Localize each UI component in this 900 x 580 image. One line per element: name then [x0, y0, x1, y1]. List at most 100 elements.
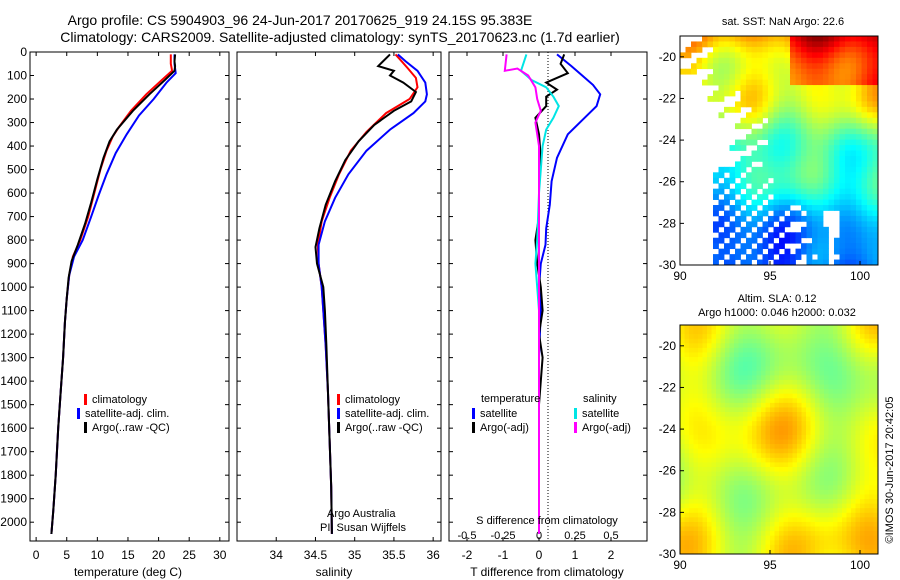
sst-cell: [729, 259, 736, 266]
sst-cell: [751, 166, 758, 173]
sla-cell: [797, 393, 802, 399]
sla-cell: [761, 347, 766, 353]
legend-label-t-argo: Argo(-adj): [480, 422, 529, 434]
sla-cell: [761, 334, 766, 340]
sla-cell: [851, 407, 856, 413]
sla-cell: [711, 439, 717, 445]
sst-cell: [823, 117, 829, 124]
sst-cell: [845, 199, 851, 206]
sst-cell: [872, 79, 879, 86]
sst-cell: [801, 101, 807, 108]
sla-cell: [707, 453, 712, 459]
sla-cell: [765, 439, 771, 445]
sla-cell: [734, 338, 739, 344]
sst-cell: [713, 52, 719, 59]
sla-cell: [819, 494, 825, 500]
sst-cell: [845, 90, 851, 97]
sst-cell: [845, 112, 851, 119]
sst-cell: [850, 226, 857, 233]
sla-cell: [711, 375, 717, 381]
sst-cell: [779, 85, 785, 91]
sla-cell: [729, 462, 735, 468]
sla-cell: [837, 489, 843, 495]
sst-cell: [872, 226, 879, 233]
sla-cell: [779, 444, 784, 450]
sla-cell: [788, 517, 793, 523]
sla-cell: [873, 540, 879, 546]
sla-cell: [711, 402, 717, 408]
sla-cell: [792, 517, 798, 523]
sla-cell: [828, 329, 834, 335]
legend-title-temperature: temperature: [481, 393, 540, 405]
sst-cell: [872, 139, 879, 146]
sla-cell: [680, 535, 685, 541]
y-tick-label: 400: [7, 139, 27, 153]
sla-cell: [702, 439, 708, 445]
sla-cell: [797, 521, 802, 527]
sla-cell: [720, 412, 726, 417]
sla-cell: [851, 457, 856, 463]
sla-cell: [860, 471, 865, 477]
sla-cell: [743, 531, 748, 537]
sla-cell: [851, 512, 856, 518]
sla-cell: [837, 402, 843, 408]
sla-cell: [779, 338, 784, 344]
sla-cell: [851, 325, 856, 330]
sla-cell: [837, 370, 843, 376]
sla-cell: [855, 425, 861, 431]
sst-cell: [801, 188, 807, 195]
sla-cell: [779, 393, 784, 399]
sla-cell: [743, 430, 748, 436]
sla-cell: [738, 325, 744, 330]
sla-cell: [738, 384, 744, 390]
sla-cell: [756, 485, 762, 491]
sla-cell: [842, 526, 847, 532]
sst-cell: [784, 259, 791, 266]
sla-cell: [828, 508, 834, 514]
sla-cell: [680, 508, 685, 514]
sst-cell: [735, 254, 741, 260]
sla-cell: [774, 425, 780, 431]
sst-cell: [856, 57, 862, 64]
sla-cell: [734, 357, 739, 363]
sla-cell: [792, 549, 798, 555]
sla-cell: [734, 526, 739, 532]
difference-series: [503, 53, 602, 534]
sst-cell: [768, 117, 774, 124]
sla-cell: [684, 416, 690, 422]
sst-cell: [768, 237, 774, 244]
sla-cell: [833, 343, 838, 349]
sla-cell: [842, 444, 847, 450]
sst-cell: [735, 63, 741, 70]
sla-cell: [783, 347, 789, 353]
sla-cell: [698, 526, 703, 532]
sla-cell: [707, 521, 712, 527]
sla-cell: [792, 352, 798, 358]
sla-cell: [716, 549, 721, 555]
sst-cell: [839, 172, 846, 179]
sla-cell: [770, 334, 775, 340]
sla-cell: [770, 503, 775, 509]
sla-cell: [693, 379, 699, 385]
sst-cell: [801, 52, 807, 59]
sst-cell: [790, 79, 796, 86]
sst-cell: [735, 221, 741, 228]
sla-cell: [770, 462, 775, 468]
legend-swatch-climatology: [84, 394, 87, 405]
sla-cell: [855, 535, 861, 541]
y-tick-label: 1900: [0, 492, 27, 506]
sla-cell: [810, 379, 816, 385]
sst-cell: [790, 52, 796, 59]
sla-cell: [869, 549, 874, 555]
x-tick-label: 2: [608, 548, 615, 562]
sst-cell: [806, 57, 813, 64]
sla-cell: [860, 540, 865, 546]
sla-cell: [720, 549, 726, 555]
sla-cell: [756, 338, 762, 344]
sla-cell: [702, 343, 708, 349]
sst-cell: [790, 36, 796, 42]
sst-cell: [817, 150, 824, 157]
sst-cell: [856, 205, 862, 211]
sst-cell: [812, 166, 818, 173]
sla-cell: [702, 512, 708, 518]
